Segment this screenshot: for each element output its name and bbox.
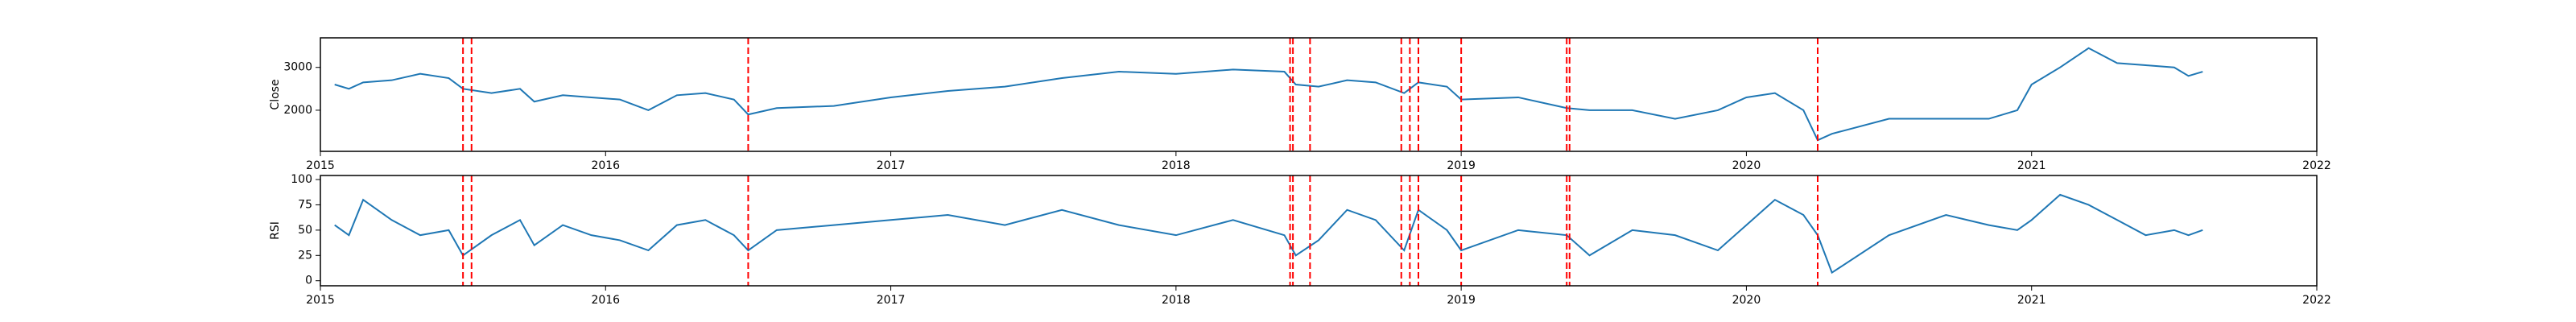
x-tick-label: 2017	[877, 159, 906, 172]
x-tick-label: 2016	[591, 159, 620, 172]
x-tick-label: 2021	[2017, 159, 2046, 172]
data-line	[334, 47, 2203, 142]
x-tick-label: 2015	[306, 294, 335, 307]
y-tick-label: 3000	[283, 61, 312, 74]
y-tick-label: 0	[305, 275, 312, 287]
x-tick-label: 2022	[2302, 294, 2331, 307]
data-line	[334, 193, 2203, 275]
y-tick-label: 75	[298, 198, 312, 211]
y-axis-label: RSI	[269, 221, 282, 240]
x-tick-label: 2020	[1732, 159, 1761, 172]
y-tick-label: 25	[298, 249, 312, 262]
x-tick-label: 2018	[1162, 294, 1191, 307]
x-tick-label: 2020	[1732, 294, 1761, 307]
plot-frame	[320, 175, 2318, 287]
x-tick-label: 2016	[591, 294, 620, 307]
y-tick-label: 100	[291, 173, 312, 186]
x-tick-label: 2022	[2302, 159, 2331, 172]
x-tick-label: 2019	[1447, 159, 1476, 172]
y-tick-label: 50	[298, 224, 312, 237]
x-tick-label: 2015	[306, 159, 335, 172]
y-tick-label: 2000	[283, 104, 312, 117]
x-tick-label: 2021	[2017, 294, 2046, 307]
x-tick-label: 2017	[877, 294, 906, 307]
y-axis-label: Close	[269, 79, 282, 109]
x-tick-label: 2018	[1162, 159, 1191, 172]
plot-frame	[320, 37, 2318, 152]
x-tick-label: 2019	[1447, 294, 1476, 307]
